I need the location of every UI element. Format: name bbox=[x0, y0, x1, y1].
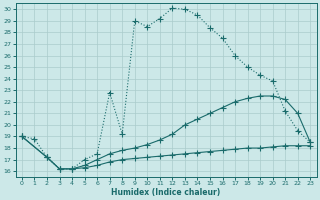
X-axis label: Humidex (Indice chaleur): Humidex (Indice chaleur) bbox=[111, 188, 221, 197]
